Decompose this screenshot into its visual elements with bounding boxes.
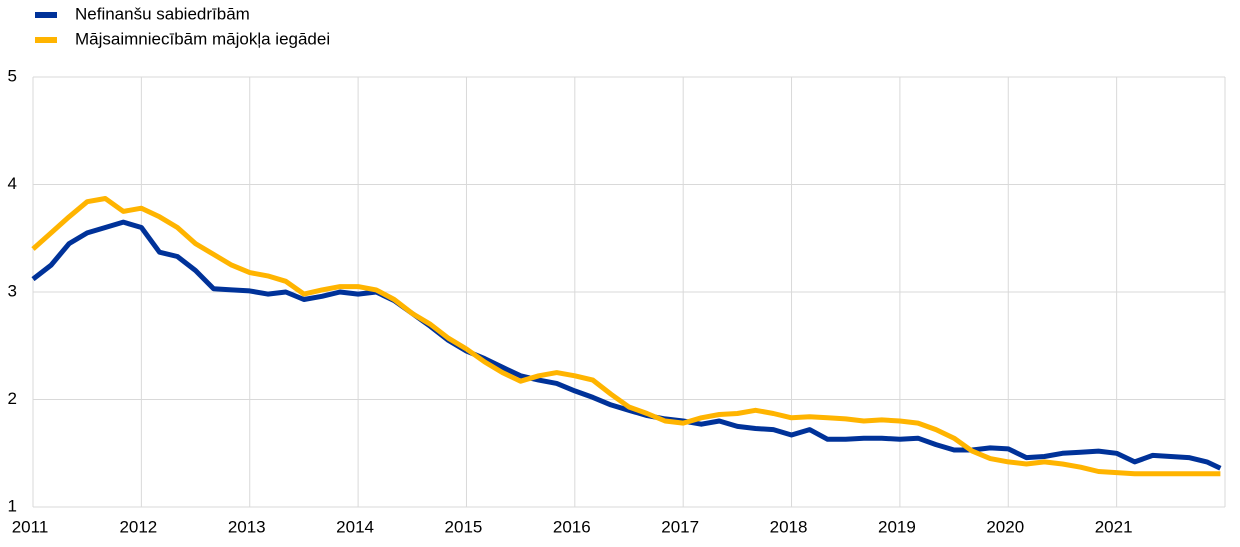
x-tick-label: 2012 [119, 517, 157, 536]
x-tick-label: 2017 [661, 517, 699, 536]
y-tick-label: 5 [8, 66, 17, 85]
series-line [31, 196, 1221, 477]
x-tick-label: 2015 [445, 517, 483, 536]
x-tick-label: 2016 [553, 517, 591, 536]
y-tick-label: 2 [8, 389, 17, 408]
legend-label: Nefinanšu sabiedrībām [75, 4, 250, 23]
legend-label: Mājsaimniecībām mājokļa iegādei [75, 29, 330, 48]
x-tick-label: 2011 [12, 517, 49, 536]
x-tick-label: 2014 [336, 517, 374, 536]
y-tick-label: 1 [8, 496, 17, 515]
series-line [31, 219, 1222, 471]
x-tick-label: 2020 [986, 517, 1024, 536]
x-tick-label: 2018 [770, 517, 808, 536]
y-tick-label: 3 [8, 281, 17, 300]
y-tick-label: 4 [8, 174, 17, 193]
x-tick-label: 2021 [1095, 517, 1133, 536]
x-tick-label: 2019 [878, 517, 916, 536]
x-tick-label: 2013 [228, 517, 266, 536]
